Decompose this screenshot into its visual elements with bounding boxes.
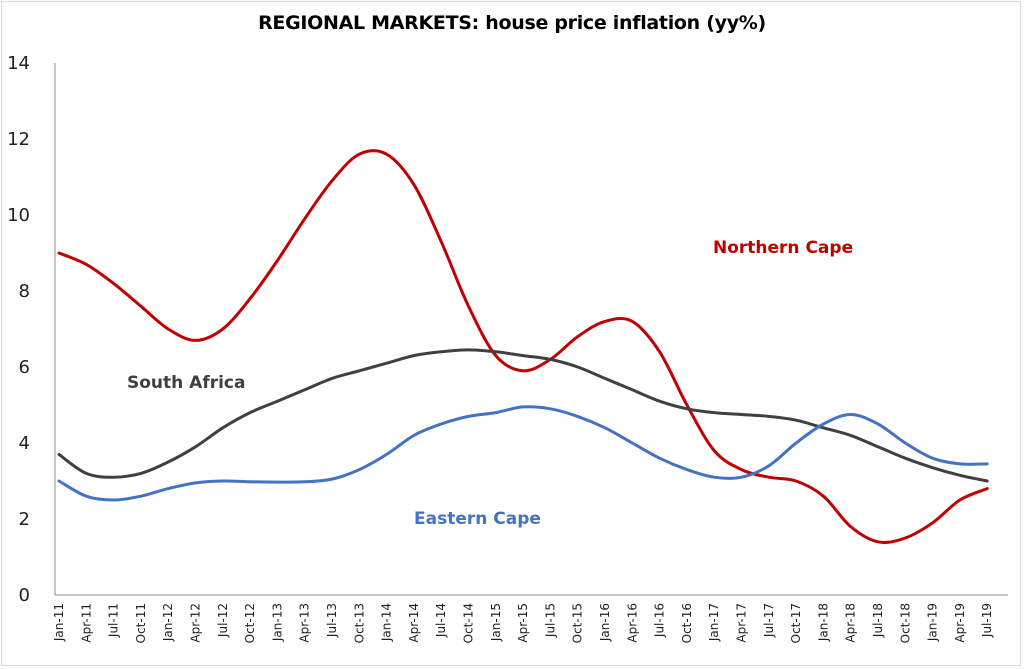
y-tick-label: 8 xyxy=(19,281,30,302)
x-tick-label: Apr-16 xyxy=(625,603,639,643)
x-tick-label: Jan-11 xyxy=(52,603,66,642)
x-tick-label: Apr-12 xyxy=(189,603,203,643)
series-line-northern-cape xyxy=(57,149,989,544)
x-tick-label: Oct-15 xyxy=(571,603,585,643)
x-tick-label: Oct-12 xyxy=(243,603,257,643)
x-tick-label: Oct-18 xyxy=(898,603,912,643)
x-tick-label: Jan-13 xyxy=(270,603,284,642)
x-tick-label: Oct-14 xyxy=(462,603,476,643)
x-tick-label: Jan-12 xyxy=(161,603,175,642)
x-tick-label: Oct-11 xyxy=(134,603,148,643)
x-tick-label: Jan-16 xyxy=(598,603,612,642)
x-tick-label: Jan-19 xyxy=(926,603,940,642)
x-tick-label: Jul-16 xyxy=(653,603,667,638)
x-tick-label: Apr-15 xyxy=(516,603,530,643)
x-tick-label: Jul-14 xyxy=(434,603,448,638)
x-tick-label: Jul-13 xyxy=(325,603,339,638)
y-tick-label: 0 xyxy=(19,585,30,606)
series-label-northern-cape: Northern Cape xyxy=(713,238,853,258)
y-tick-label: 4 xyxy=(19,433,30,454)
series-line-eastern-cape xyxy=(57,405,989,502)
series-label-eastern-cape: Eastern Cape xyxy=(414,509,541,529)
x-tick-label: Jul-18 xyxy=(871,603,885,638)
x-tick-label: Oct-13 xyxy=(352,603,366,643)
x-tick-label: Jul-12 xyxy=(216,603,230,638)
x-tick-label: Jul-11 xyxy=(107,603,121,638)
series-line-south-africa xyxy=(57,348,989,483)
x-tick-label: Apr-18 xyxy=(844,603,858,643)
series-label-south-africa: South Africa xyxy=(127,373,246,393)
series-lines xyxy=(57,149,989,544)
y-tick-label: 12 xyxy=(7,129,30,150)
chart-title: REGIONAL MARKETS: house price inflation … xyxy=(258,12,766,34)
x-tick-label: Apr-19 xyxy=(953,603,967,643)
y-tick-label: 14 xyxy=(7,53,30,74)
y-axis-ticks: 0 2 4 6 8 10 12 14 xyxy=(7,53,30,606)
x-tick-label: Apr-17 xyxy=(735,603,749,643)
x-axis-ticks: Jan-11 Apr-11 Jul-11 Oct-11 Jan-12 Apr-12 Jul-… xyxy=(52,603,994,643)
x-tick-label: Jul-19 xyxy=(980,603,994,638)
x-tick-label: Apr-13 xyxy=(298,603,312,643)
x-tick-label: Oct-17 xyxy=(789,603,803,643)
y-tick-label: 2 xyxy=(19,509,30,530)
x-tick-label: Jan-14 xyxy=(380,603,394,642)
x-tick-label: Apr-11 xyxy=(79,603,93,643)
y-tick-label: 10 xyxy=(7,205,30,226)
x-tick-label: Jan-17 xyxy=(707,603,721,642)
x-tick-label: Oct-16 xyxy=(680,603,694,643)
x-tick-label: Apr-14 xyxy=(407,603,421,643)
x-tick-label: Jan-15 xyxy=(489,603,503,642)
x-tick-label: Jan-18 xyxy=(816,603,830,642)
x-tick-label: Jul-15 xyxy=(543,603,557,638)
series-labels: Northern Cape South Africa Eastern Cape xyxy=(127,238,853,529)
y-tick-label: 6 xyxy=(19,357,30,378)
x-tick-label: Jul-17 xyxy=(762,603,776,638)
